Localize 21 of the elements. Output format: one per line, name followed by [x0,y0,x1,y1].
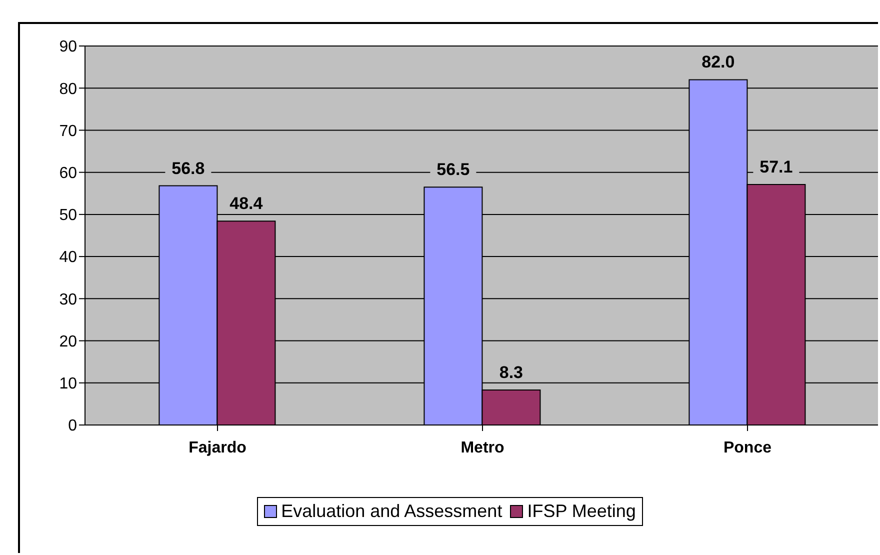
x-tick-label: Ponce [723,439,772,456]
y-tick-label: 40 [59,249,78,266]
y-tick-label: 30 [59,291,78,308]
text: 57.1 [760,158,793,177]
y-tick-label: 0 [68,418,78,435]
y-tick-label: 10 [59,376,78,393]
legend-label: IFSP Meeting [526,501,636,522]
x-tick-label: Metro [460,439,504,456]
text: 56.8 [172,158,205,178]
text: 56.5 [436,160,470,180]
text: 48.4 [230,194,263,214]
y-tick-label: 60 [59,165,78,182]
x-tick-label: Fajardo [188,439,247,456]
y-tick-label: 50 [59,207,78,224]
legend-label: Evaluation and Assessment [280,501,502,522]
text: 8.3 [499,363,524,382]
y-tick-label: 20 [59,333,78,350]
y-tick-label: 90 [59,38,78,56]
y-tick-label: 80 [59,80,78,98]
y-tick-label: 70 [59,122,78,140]
text: 82.0 [702,52,735,72]
